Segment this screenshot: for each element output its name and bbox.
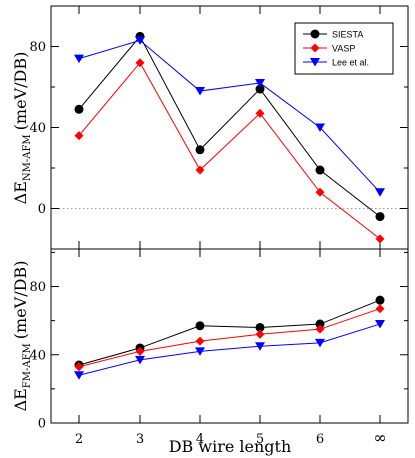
x-tick-label: 2 xyxy=(75,432,83,447)
bottom-y-axis-label-unit: (meV/DB) xyxy=(11,261,30,340)
x-tick-label: 5 xyxy=(256,432,264,447)
top-point-lee-et-al xyxy=(375,188,385,197)
legend: SIESTA VASP Lee et al. xyxy=(294,22,394,75)
bottom-panel-frame xyxy=(50,248,409,424)
bottom-point-vasp xyxy=(74,362,84,372)
legend-label-vasp: VASP xyxy=(332,44,355,54)
top-y-axis-label-main: ΔE xyxy=(11,181,30,204)
top-point-vasp xyxy=(255,108,265,118)
top-point-siesta xyxy=(195,145,205,155)
bottom-series-line-siesta xyxy=(78,299,381,366)
bottom-point-lee-et-al xyxy=(255,342,265,351)
top-y-tick-label: 0 xyxy=(38,202,46,217)
top-y-axis-label-sub: NM-AFM xyxy=(22,134,33,181)
top-point-vasp xyxy=(74,131,84,141)
bottom-point-siesta xyxy=(255,322,265,332)
x-axis-ticks: 2 3 4 5 6 ∞ xyxy=(75,428,387,447)
bottom-point-vasp xyxy=(255,329,265,339)
bottom-plot-area: 0 40 80 xyxy=(29,249,408,432)
bottom-point-siesta xyxy=(375,295,385,305)
top-point-lee-et-al xyxy=(74,54,84,64)
top-series-line-lee-et-al xyxy=(78,39,381,193)
bottom-point-vasp xyxy=(195,336,205,346)
bottom-point-lee-et-al xyxy=(315,338,325,348)
x-axis-label: DB wire length xyxy=(169,437,292,456)
x-tick-label: 4 xyxy=(196,432,204,447)
bottom-point-lee-et-al xyxy=(135,355,145,365)
bottom-point-siesta xyxy=(195,321,205,331)
bottom-point-lee-et-al xyxy=(375,320,385,329)
top-point-lee-et-al xyxy=(255,78,265,88)
bottom-series-line-vasp xyxy=(78,308,381,368)
top-y-axis-label: ΔENM-AFM (meV/DB) xyxy=(11,52,33,205)
bottom-point-lee-et-al xyxy=(74,371,84,380)
top-point-lee-et-al xyxy=(195,87,205,96)
bottom-y-tick-label: 80 xyxy=(29,280,46,295)
x-tick-label: 6 xyxy=(316,432,324,447)
bottom-point-vasp xyxy=(315,324,325,334)
bottom-point-lee-et-al xyxy=(195,347,205,356)
legend-marker-lee-et-al xyxy=(310,58,320,67)
top-y-tick-label: 40 xyxy=(29,121,46,136)
bottom-y-axis-label-main: ΔE xyxy=(11,388,30,411)
top-point-siesta xyxy=(74,104,84,114)
bottom-y-tick-label: 0 xyxy=(38,417,46,432)
legend-label-siesta: SIESTA xyxy=(332,30,363,40)
x-tick-label: ∞ xyxy=(373,428,386,447)
top-y-tick-label: 80 xyxy=(29,40,46,55)
top-series-line-siesta xyxy=(78,35,381,217)
top-point-siesta xyxy=(255,84,265,94)
top-point-siesta xyxy=(315,165,325,175)
bottom-point-vasp xyxy=(375,304,385,314)
bottom-y-tick-label: 40 xyxy=(29,348,46,363)
top-point-lee-et-al xyxy=(315,123,325,132)
legend-marker-vasp xyxy=(310,43,320,53)
bottom-y-axis-label: ΔEFM-AFM (meV/DB) xyxy=(11,261,33,412)
bottom-series-line-lee-et-al xyxy=(78,323,381,376)
x-tick-label: 3 xyxy=(136,432,144,447)
top-plot-area: 0 40 80 xyxy=(29,5,408,250)
top-point-vasp xyxy=(315,187,325,197)
top-y-axis-label-unit: (meV/DB) xyxy=(11,52,30,131)
legend-marker-siesta xyxy=(310,29,320,39)
legend-label-lee-et-al: Lee et al. xyxy=(332,58,369,68)
bottom-point-siesta xyxy=(315,319,325,329)
top-point-vasp xyxy=(375,234,385,244)
top-point-siesta xyxy=(375,212,385,222)
bottom-y-axis-label-sub: FM-AFM xyxy=(22,343,33,388)
top-series-line-vasp xyxy=(78,61,381,240)
top-point-lee-et-al xyxy=(135,36,145,45)
bottom-point-vasp xyxy=(135,346,145,356)
top-point-vasp xyxy=(135,58,145,68)
top-point-vasp xyxy=(195,165,205,175)
